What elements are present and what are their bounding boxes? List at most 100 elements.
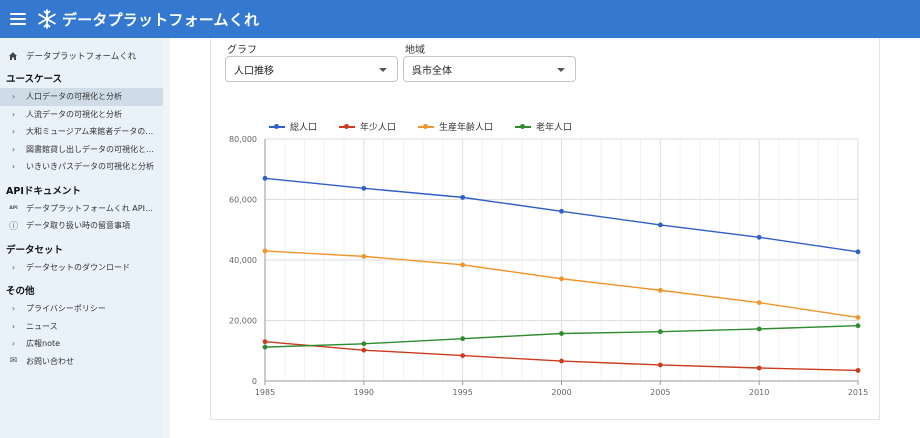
app-header: データプラットフォームくれ — [0, 0, 920, 38]
data-point — [361, 341, 367, 347]
data-point — [657, 362, 663, 368]
data-point — [657, 287, 663, 293]
data-point — [460, 262, 466, 268]
legend-swatch — [269, 123, 285, 131]
data-point — [855, 315, 861, 320]
chevron-right-icon: › — [11, 162, 16, 172]
sidebar-item[interactable]: › いきいきパスデータの可視化と分析 — [0, 158, 163, 176]
data-point — [262, 175, 268, 181]
chevron-right-icon: › — [11, 127, 16, 137]
sidebar-item-label: プライバシーポリシー — [26, 304, 106, 314]
data-point — [460, 336, 466, 342]
chart-legend: 総人口 年少人口 生産年齢人口 老年人口 — [269, 120, 594, 133]
app-title[interactable]: データプラットフォームくれ — [62, 10, 260, 29]
sidebar-item[interactable]: › プライバシーポリシー — [0, 300, 163, 318]
x-tick-label: 1985 — [255, 388, 275, 397]
legend-swatch — [418, 123, 435, 131]
graph-select[interactable]: 人口推移 — [225, 56, 398, 82]
sidebar-item-label: データ取り扱い時の留意事項 — [26, 221, 130, 231]
legend-item[interactable]: 生産年齢人口 — [418, 120, 493, 133]
data-point — [559, 276, 564, 282]
sidebar: データプラットフォームくれ ユースケース › 人口データの可視化と分析 › 人流データの… — [0, 38, 163, 438]
y-tick-label: 80,000 — [229, 135, 257, 144]
sidebar-item[interactable]: › 広報note — [0, 335, 163, 353]
sidebar-item[interactable]: › データセットのダウンロード — [0, 259, 163, 277]
data-point — [262, 339, 268, 345]
data-point — [756, 326, 762, 332]
region-select-value: 呉市全体 — [412, 65, 452, 77]
data-point — [559, 331, 564, 336]
sidebar-item-label: 図書館貸し出しデータの可視化と… — [26, 144, 154, 154]
chevron-right-icon: › — [11, 321, 16, 331]
chevron-right-icon: › — [11, 144, 16, 154]
sidebar-item-label: お問い合わせ — [26, 356, 74, 366]
population-line-chart: 0 20,000 40,000 60,000 80,000 1985 1990 1995 200… — [229, 135, 868, 397]
data-point — [460, 194, 466, 200]
sidebar-item-label: データプラットフォームくれ — [26, 52, 137, 62]
sidebar-item-label: ニュース — [26, 321, 58, 331]
sidebar-item[interactable]: ⓘ データ取り扱い時の留意事項 — [0, 217, 163, 235]
legend-item[interactable]: 老年人口 — [515, 120, 572, 133]
data-point — [855, 249, 861, 255]
x-tick-label: 1990 — [354, 388, 374, 397]
chevron-right-icon: › — [11, 304, 16, 314]
x-tick-label: 2010 — [749, 388, 769, 397]
y-tick-label: 0 — [252, 377, 257, 386]
data-point — [361, 185, 367, 191]
graph-select-value: 人口推移 — [234, 65, 274, 77]
sidebar-item[interactable]: › 人流データの可視化と分析 — [0, 106, 163, 124]
legend-label: 老年人口 — [536, 123, 573, 133]
region-select[interactable]: 呉市全体 — [403, 56, 576, 82]
snowflake-logo-icon — [38, 9, 56, 29]
sidebar-item[interactable]: API データプラットフォームくれ API… — [0, 200, 163, 218]
sidebar-item-label: 人口データの可視化と分析 — [26, 92, 122, 102]
caret-down-icon — [379, 68, 387, 72]
sidebar-item-label: 大和ミュージアム来館者データの… — [26, 127, 154, 137]
data-point — [262, 248, 268, 254]
menu-icon[interactable] — [10, 13, 26, 25]
x-tick-label: 2000 — [551, 388, 571, 397]
data-point — [361, 253, 367, 259]
x-tick-label: 2015 — [848, 388, 868, 397]
sidebar-item-home[interactable]: データプラットフォームくれ — [0, 48, 163, 64]
sidebar-section-title: ユースケース — [6, 74, 63, 85]
sidebar-item[interactable]: › 人口データの可視化と分析 — [0, 88, 163, 106]
data-point — [756, 300, 762, 306]
sidebar-item[interactable]: › ニュース — [0, 318, 163, 336]
chevron-right-icon: › — [11, 339, 16, 349]
legend-item[interactable]: 総人口 — [269, 120, 317, 133]
caret-down-icon — [557, 68, 565, 72]
sidebar-item-label: 広報note — [26, 339, 61, 349]
legend-label: 総人口 — [290, 123, 318, 133]
data-point — [262, 344, 268, 350]
graph-select-label: グラフ — [227, 45, 257, 56]
sidebar-item-label: 人流データの可視化と分析 — [26, 109, 122, 119]
sidebar-section-title: APIドキュメント — [6, 185, 81, 197]
data-point — [460, 353, 466, 358]
y-tick-label: 20,000 — [229, 317, 257, 326]
data-point — [855, 368, 861, 373]
api-icon: API — [9, 205, 18, 211]
sidebar-item[interactable]: › 大和ミュージアム来館者データの… — [0, 123, 163, 141]
sidebar-item[interactable]: › 図書館貸し出しデータの可視化と… — [0, 141, 163, 159]
data-point — [559, 208, 564, 214]
legend-item[interactable]: 年少人口 — [339, 120, 396, 133]
legend-label: 生産年齢人口 — [439, 123, 494, 133]
info-icon: ⓘ — [9, 222, 19, 233]
chevron-right-icon: › — [11, 262, 16, 272]
data-point — [559, 358, 564, 364]
data-point — [361, 347, 367, 353]
sidebar-item-label: データプラットフォームくれ API… — [26, 203, 153, 213]
legend-swatch — [339, 123, 356, 131]
chart-card: グラフ 人口推移 地域 呉市全体 総人口 年少人口 生産年齢人口 老年人口 0 20,0… — [210, 38, 880, 420]
chevron-right-icon: › — [11, 92, 16, 102]
mail-icon: ✉ — [9, 356, 18, 367]
home-icon — [9, 52, 17, 60]
data-point — [855, 323, 861, 329]
legend-swatch — [515, 123, 532, 131]
sidebar-item-label: データセットのダウンロード — [26, 262, 130, 272]
sidebar-item[interactable]: ✉ お問い合わせ — [0, 353, 163, 371]
sidebar-item-label: いきいきパスデータの可視化と分析 — [26, 162, 154, 172]
x-tick-label: 1995 — [452, 388, 472, 397]
y-tick-label: 40,000 — [229, 256, 257, 265]
